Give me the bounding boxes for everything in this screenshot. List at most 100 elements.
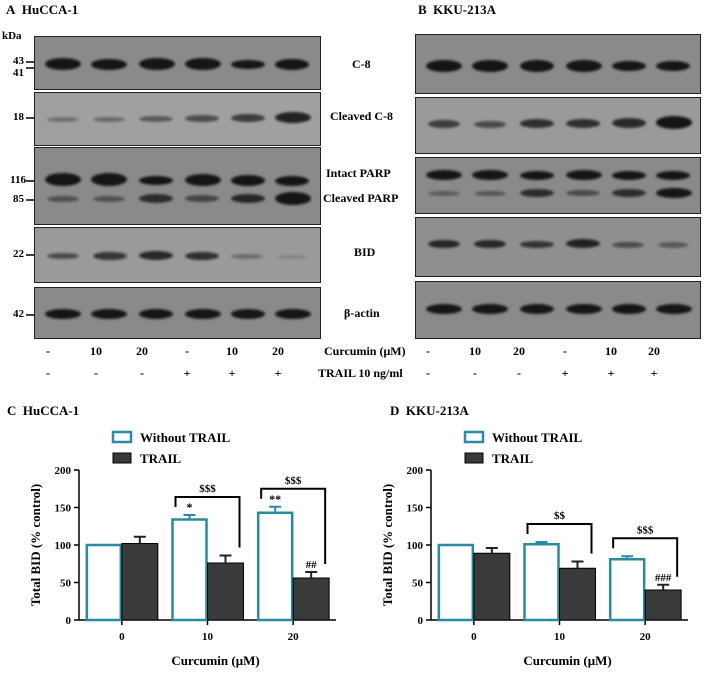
- panel-b-header: B KKU-213A: [418, 2, 496, 18]
- treatment-trail-cell: -: [426, 366, 430, 380]
- panel-b-title: KKU-213A: [433, 2, 497, 17]
- legend-without-swatch: [463, 430, 485, 444]
- treatment-trail-cell: +: [561, 366, 569, 380]
- significance-trail: ###: [655, 572, 672, 584]
- kda-label: kDa: [2, 30, 22, 42]
- bar-trail: [121, 543, 159, 621]
- x-tick-label: 0: [471, 631, 477, 643]
- treatment-curcumin-cell: -: [563, 344, 567, 358]
- bar-without-trail: [171, 518, 208, 622]
- marker-43: 43: [13, 55, 24, 67]
- treatment-curcumin-cell: 20: [513, 344, 525, 358]
- panel-c-title: HuCCA-1: [22, 403, 80, 418]
- label-bid: BID: [354, 245, 376, 259]
- legend-trail-label: TRAIL: [492, 451, 534, 466]
- treatment-curcumin-cell: 10: [469, 344, 481, 358]
- x-tick-label: 0: [119, 631, 125, 643]
- treatment-trail-cell: +: [650, 366, 658, 380]
- x-tick-label: 10: [202, 631, 214, 643]
- panel-a-letter: A: [6, 2, 16, 17]
- y-tick-label: 0: [66, 615, 72, 627]
- treatment-curcumin-cell: 10: [605, 344, 617, 358]
- bar-trail: [207, 562, 244, 621]
- blot-b-cleaved-c8: [415, 97, 701, 154]
- treatment-curcumin-cell: 20: [272, 344, 284, 358]
- treatment-curcumin-cell: 10: [90, 344, 102, 358]
- treatment-trail-cell: +: [607, 366, 615, 380]
- y-tick-label: 150: [55, 503, 72, 515]
- marker-116: 116: [10, 174, 26, 186]
- treatment-trail-cell: +: [274, 366, 282, 380]
- label-intact-parp: Intact PARP: [326, 166, 391, 180]
- significance-without: *: [187, 500, 193, 514]
- bar-without-trail: [608, 558, 646, 622]
- curcumin-treatment-label: Curcumin (μM): [324, 344, 406, 358]
- bar-trail: [559, 567, 596, 621]
- y-tick-label: 200: [55, 465, 72, 477]
- y-tick-label: 200: [407, 465, 424, 477]
- comparison-label: $$: [554, 510, 566, 522]
- bar-without-trail: [523, 543, 560, 622]
- treatment-curcumin-cell: -: [46, 344, 50, 358]
- y-tick-label: 50: [412, 578, 424, 590]
- treatment-curcumin-cell: 10: [226, 344, 238, 358]
- y-tick-label: 100: [55, 540, 72, 552]
- panel-a-header: A HuCCA-1: [6, 2, 78, 18]
- bar-without-trail: [256, 511, 294, 622]
- y-tick-label: 50: [60, 578, 72, 590]
- comparison-label: $$$: [199, 483, 216, 495]
- treatment-trail-cell: -: [46, 366, 50, 380]
- comparison-bracket: [612, 537, 679, 577]
- panel-d-header: D KKU-213A: [390, 403, 469, 419]
- legend-without-label: Without TRAIL: [492, 430, 583, 445]
- trail-treatment-label: TRAIL 10 ng/ml: [318, 366, 403, 380]
- treatment-trail-cell: -: [94, 366, 98, 380]
- blot-b-c8: [415, 34, 701, 94]
- blot-a-actin: [34, 287, 321, 339]
- marker-85: 85: [13, 193, 24, 205]
- blot-a-c8: [34, 36, 321, 90]
- treatment-trail-cell: -: [517, 366, 521, 380]
- y-axis-label: Total BID (% control): [28, 484, 43, 606]
- x-tick-label: 20: [288, 631, 300, 643]
- panel-d-letter: D: [390, 403, 400, 418]
- comparison-label: $$$: [285, 475, 302, 487]
- marker-42: 42: [13, 308, 24, 320]
- treatment-trail-cell: +: [228, 366, 236, 380]
- label-c8: C-8: [352, 57, 371, 71]
- comparison-bracket: [526, 523, 593, 554]
- treatment-curcumin-cell: -: [426, 344, 430, 358]
- treatment-curcumin-cell: 20: [136, 344, 148, 358]
- significance-without: **: [269, 492, 281, 506]
- panel-c-letter: C: [7, 403, 17, 418]
- x-tick-label: 10: [554, 631, 566, 643]
- marker-18: 18: [13, 111, 24, 123]
- bar-trail: [473, 552, 511, 621]
- legend-without-swatch: [111, 430, 133, 444]
- panel-d-title: KKU-213A: [405, 403, 469, 418]
- treatment-curcumin-cell: 20: [648, 344, 660, 358]
- blot-a-parp: [34, 147, 321, 225]
- panel-b-letter: B: [418, 2, 427, 17]
- bar-trail: [644, 589, 682, 621]
- y-tick-label: 150: [407, 503, 424, 515]
- treatment-trail-cell: -: [140, 366, 144, 380]
- label-cleaved-c8: Cleaved C-8: [330, 109, 393, 123]
- bar-without-trail: [85, 543, 123, 622]
- panel-a-title: HuCCA-1: [21, 2, 79, 17]
- legend-trail-label: TRAIL: [140, 451, 182, 466]
- treatment-trail-cell: -: [473, 366, 477, 380]
- legend-trail-swatch: [464, 452, 484, 464]
- marker-41: 41: [13, 67, 24, 79]
- x-tick-label: 20: [640, 631, 652, 643]
- y-axis-label: Total BID (% control): [380, 484, 395, 606]
- blot-a-bid: [34, 227, 321, 283]
- bar-trail: [292, 577, 330, 621]
- blot-a-cleaved-c8: [34, 92, 321, 146]
- x-axis-label: Curcumin (μM): [171, 653, 259, 668]
- bar-without-trail: [437, 543, 475, 622]
- y-tick-label: 0: [418, 615, 424, 627]
- treatment-curcumin-cell: -: [185, 344, 189, 358]
